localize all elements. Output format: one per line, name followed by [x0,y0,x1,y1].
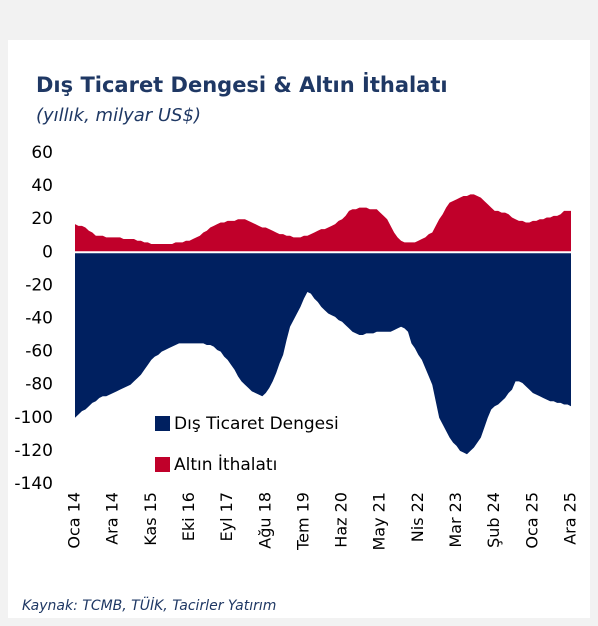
legend-label: Altın İthalatı [174,454,277,475]
y-tick-label: -140 [14,474,53,494]
x-tick-label: Nis 22 [408,492,427,542]
legend-label: Dış Ticaret Dengesi [174,414,339,434]
x-tick-label: Oca 25 [522,492,541,549]
legend-swatch [155,457,170,472]
x-tick-label: Ağu 18 [255,492,274,549]
x-tick-label: Eki 16 [179,492,198,541]
x-tick-label: May 21 [370,492,389,551]
y-tick-label: -20 [25,275,53,295]
x-tick-label: Oca 14 [65,492,84,549]
x-tick-label: Mar 23 [446,492,465,548]
legend-swatch [155,416,170,431]
chart-subtitle: (yıllık, milyar US$) [36,105,201,126]
y-tick-label: 40 [31,176,53,196]
y-tick-label: -40 [25,309,53,329]
x-tick-label: Haz 20 [332,492,351,548]
y-tick-label: -100 [14,408,53,428]
y-tick-label: -60 [25,342,53,362]
y-tick-label: -80 [25,375,53,395]
x-tick-label: Ara 14 [103,492,122,545]
area [75,252,571,455]
chart-title: Dış Ticaret Dengesi & Altın İthalatı [36,72,448,97]
area [75,194,571,253]
y-tick-label: -120 [14,441,53,461]
y-tick-label: 60 [31,143,53,163]
source-note: Kaynak: TCMB, TÜİK, Tacirler Yatırım [22,596,276,614]
x-tick-label: Tem 19 [293,492,312,551]
x-tick-label: Ara 25 [561,492,580,545]
x-tick-label: Kas 15 [141,492,160,546]
y-tick-label: 20 [31,209,53,229]
y-tick-label: 0 [42,242,53,262]
x-tick-label: Eyl 17 [217,492,236,541]
x-tick-label: Şub 24 [484,492,503,548]
